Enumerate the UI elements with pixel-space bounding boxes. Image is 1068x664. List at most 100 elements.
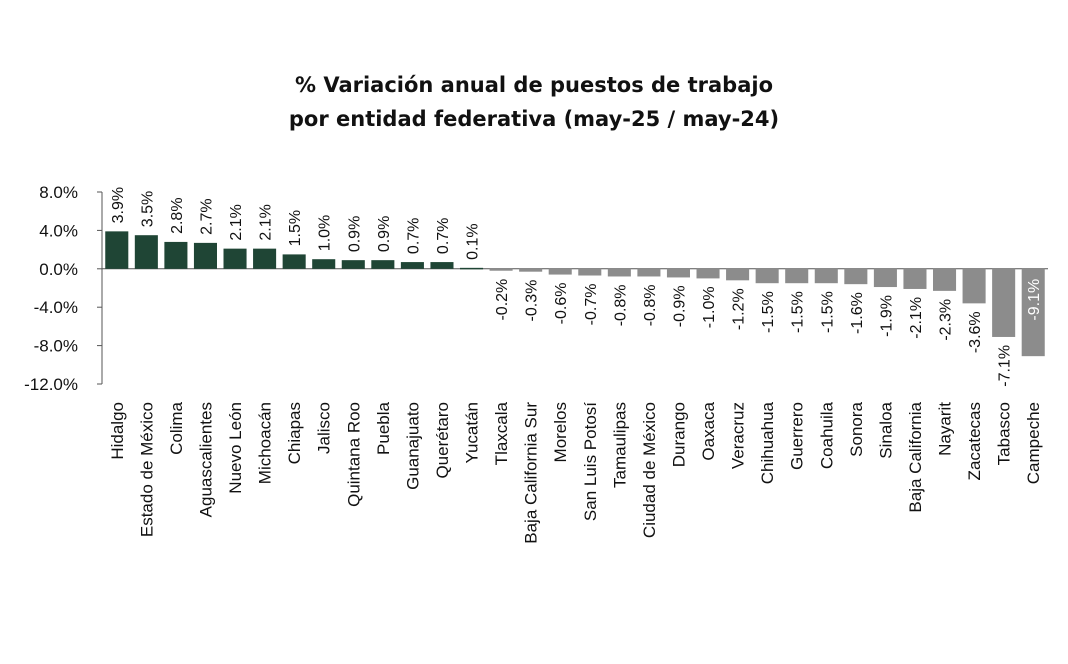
category-label: Yucatán: [463, 402, 482, 463]
category-label: San Luis Potosí: [581, 402, 600, 521]
data-label: 2.7%: [198, 198, 215, 234]
data-label: -7.1%: [997, 345, 1014, 387]
bar: [785, 268, 809, 284]
bar: [666, 268, 690, 278]
data-label: -1.9%: [878, 295, 895, 337]
category-label: Veracruz: [729, 402, 748, 469]
category-label: Estado de México: [137, 402, 156, 537]
chart-title-line2: por entidad federativa (may-25 / may-24): [288, 107, 780, 131]
data-label: -3.6%: [967, 311, 984, 353]
category-label: Baja California Sur: [522, 402, 541, 544]
data-label: 2.1%: [228, 204, 245, 240]
bar: [873, 268, 897, 288]
bar: [282, 254, 306, 269]
bar: [164, 241, 188, 269]
bar: [460, 267, 484, 270]
category-label: Querétaro: [433, 402, 452, 479]
data-label: 0.1%: [465, 223, 482, 259]
bar: [578, 268, 602, 276]
data-label: 0.7%: [405, 218, 422, 254]
data-label: -0.8%: [612, 284, 629, 326]
data-label: -1.2%: [731, 288, 748, 330]
category-label: Coahuila: [817, 401, 836, 469]
category-label: Guerrero: [788, 402, 807, 470]
category-label: Tabasco: [995, 402, 1014, 465]
bar: [844, 268, 868, 285]
bar: [992, 268, 1016, 337]
data-label: -1.5%: [760, 291, 777, 333]
data-label: -0.9%: [671, 285, 688, 327]
category-label: Durango: [669, 402, 688, 467]
bar: [814, 268, 838, 284]
data-label: 2.1%: [258, 204, 275, 240]
data-label: -0.7%: [583, 284, 600, 326]
bar: [371, 260, 395, 269]
category-label: Chiapas: [285, 402, 304, 464]
category-label: Hidalgo: [108, 402, 127, 460]
data-label: -1.5%: [790, 291, 807, 333]
bar: [548, 268, 572, 275]
category-label: Zacatecas: [965, 402, 984, 480]
data-label: 2.8%: [169, 197, 186, 233]
bar: [134, 235, 158, 269]
chart-title-line1: % Variación anual de puestos de trabajo: [294, 73, 773, 97]
category-label: Baja California: [906, 401, 925, 512]
bar: [962, 268, 986, 304]
category-label: Quintana Roo: [344, 402, 363, 507]
y-tick-label: -4.0%: [34, 298, 78, 317]
data-label: -0.8%: [642, 284, 659, 326]
data-label: 1.0%: [317, 215, 334, 251]
bar: [1021, 268, 1045, 357]
category-label: Oaxaca: [699, 401, 718, 460]
data-label: -0.2%: [494, 279, 511, 321]
data-label: 0.7%: [435, 218, 452, 254]
category-label: Campeche: [1024, 402, 1043, 484]
y-tick-label: 4.0%: [39, 221, 78, 240]
y-tick-label: -12.0%: [24, 375, 78, 394]
category-label: Puebla: [374, 401, 393, 454]
category-label: Morelos: [551, 402, 570, 462]
bar: [223, 248, 247, 269]
category-label: Jalisco: [315, 402, 334, 454]
bar: [637, 268, 661, 277]
bar: [489, 268, 513, 271]
data-label: -9.1%: [1026, 279, 1043, 321]
data-label: 1.5%: [287, 210, 304, 246]
category-label: Sinaloa: [876, 401, 895, 458]
data-label: -2.1%: [908, 297, 925, 339]
bar: [400, 262, 424, 269]
bar: [755, 268, 779, 284]
bar: [193, 242, 217, 269]
bar: [253, 248, 277, 269]
bar: [105, 231, 129, 269]
category-label: Guanajuato: [403, 402, 422, 490]
category-label: Tlaxcala: [492, 401, 511, 465]
chart-title: % Variación anual de puestos de trabajo …: [0, 68, 1068, 136]
y-tick-label: 8.0%: [39, 183, 78, 202]
category-label: Chihuahua: [758, 401, 777, 484]
data-label: -1.5%: [819, 291, 836, 333]
data-label: -1.0%: [701, 286, 718, 328]
category-label: Sonora: [847, 401, 866, 456]
bar: [903, 268, 927, 289]
bar: [519, 268, 543, 272]
bar: [430, 262, 454, 269]
bar: [607, 268, 631, 277]
data-label: 0.9%: [346, 216, 363, 252]
data-label: 3.5%: [139, 191, 156, 227]
data-label: -2.3%: [938, 299, 955, 341]
data-label: -0.6%: [553, 283, 570, 325]
data-label: 0.9%: [376, 216, 393, 252]
category-label: Tamaulipas: [610, 402, 629, 488]
data-label: -1.6%: [849, 292, 866, 334]
data-label: -0.3%: [524, 280, 541, 322]
category-label: Colima: [167, 401, 186, 454]
bar: [696, 268, 720, 279]
category-label: Nuevo León: [226, 402, 245, 494]
y-tick-label: 0.0%: [39, 260, 78, 279]
bar: [933, 268, 957, 291]
data-label: 3.9%: [110, 187, 127, 223]
category-label: Ciudad de México: [640, 402, 659, 538]
bar: [341, 260, 365, 269]
